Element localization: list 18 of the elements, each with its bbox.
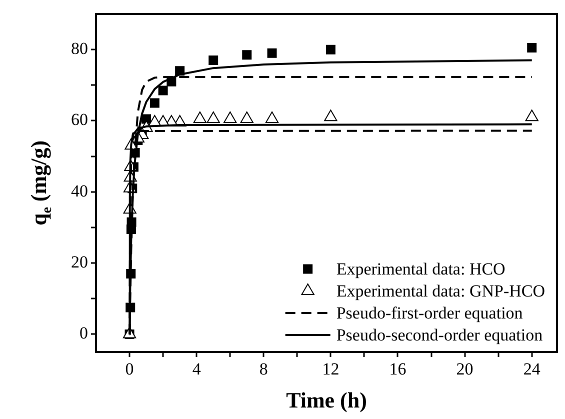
- x-axis-title: Time (h): [286, 387, 367, 412]
- x-tick-label: 0: [125, 360, 134, 379]
- y-tick-label: 80: [71, 39, 88, 58]
- x-tick-label: 16: [389, 360, 406, 379]
- legend-label: Pseudo-second-order equation: [336, 325, 544, 344]
- x-tick-label: 20: [456, 360, 474, 379]
- legend-label: Experimental data: HCO: [336, 259, 506, 278]
- x-tick-label: 12: [322, 360, 340, 379]
- y-axis-title: qe (mg/g): [26, 140, 55, 226]
- y-tick-label: 0: [80, 324, 88, 343]
- y-tick-label: 60: [71, 110, 88, 130]
- legend-label: Experimental data: GNP-HCO: [336, 281, 546, 300]
- x-tick-label: 4: [192, 360, 202, 379]
- legend-label: Pseudo-first-order equation: [336, 303, 524, 322]
- y-tick-label: 40: [71, 181, 88, 200]
- y-tick-label: 20: [71, 252, 88, 272]
- x-tick-label: 8: [259, 360, 268, 379]
- x-tick-label: 24: [523, 360, 541, 379]
